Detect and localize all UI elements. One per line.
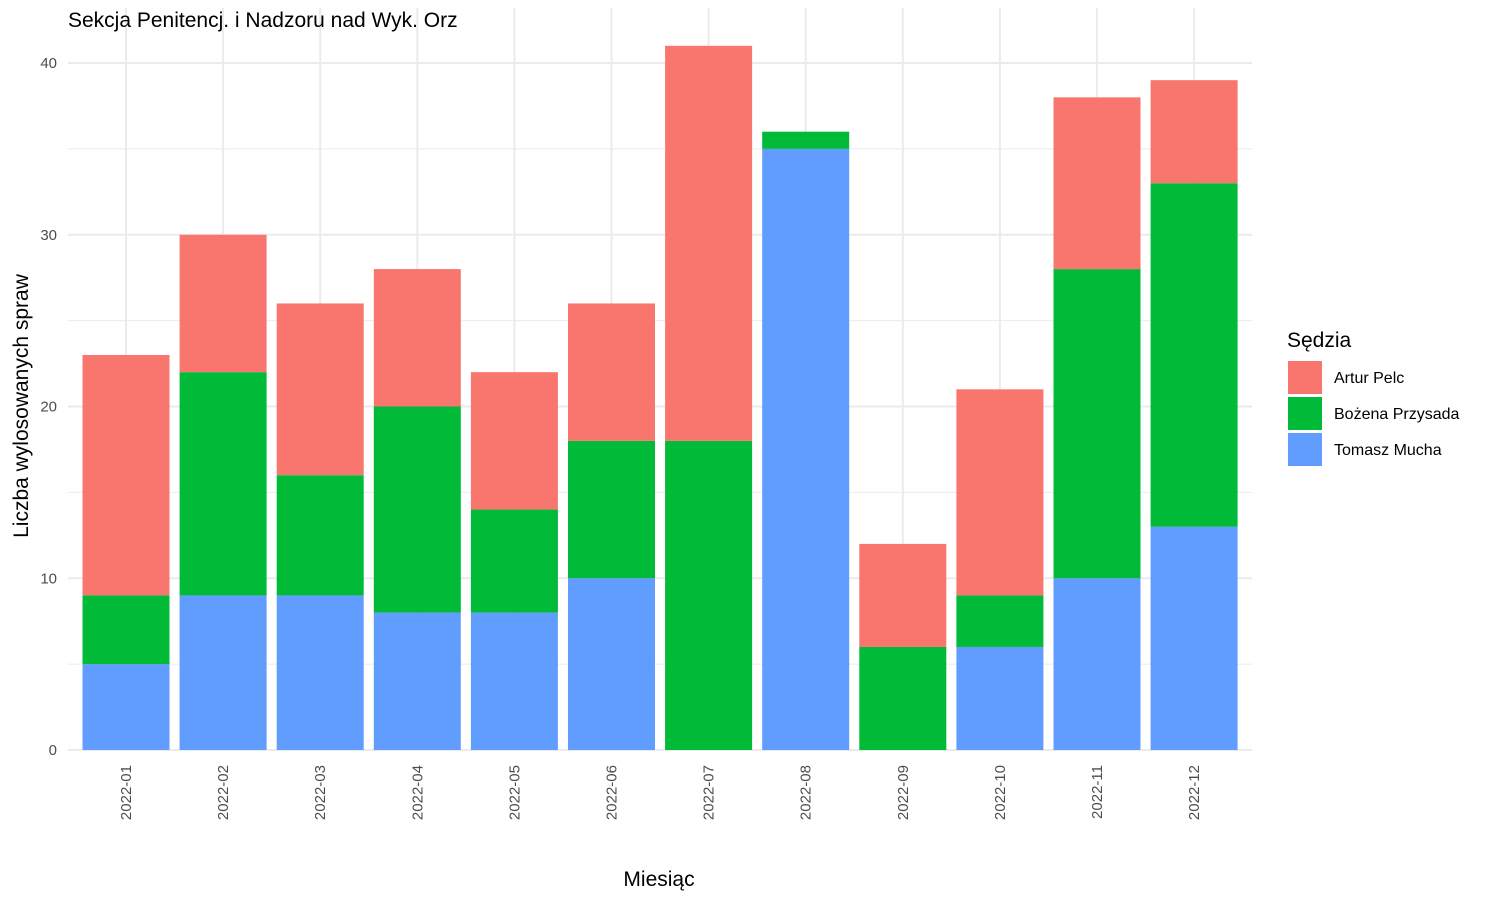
bar-segment — [276, 303, 364, 476]
bar-segment — [568, 303, 655, 441]
y-axis-title: Liczba wylosowanych spraw — [10, 273, 33, 538]
legend: Sędzia Artur Pelc Bożena Przysada Tomasz M… — [1287, 329, 1460, 466]
x-tick-label: 2022-11 — [1089, 765, 1106, 819]
bar-segment — [665, 45, 753, 441]
legend-label: Tomasz Mucha — [1334, 442, 1442, 459]
bar-segment — [1150, 80, 1238, 184]
bar-segment — [1053, 269, 1141, 579]
bar-segment — [665, 440, 753, 750]
x-tick-label: 2022-04 — [409, 765, 426, 820]
bar-segment — [179, 372, 267, 596]
bar-segment — [568, 578, 655, 750]
bars — [82, 45, 1238, 750]
y-tick-label: 20 — [40, 399, 57, 416]
bar-segment — [373, 612, 461, 750]
bar-segment — [1053, 97, 1141, 270]
bar-segment — [470, 509, 558, 613]
x-tick-label: 2022-02 — [215, 765, 232, 820]
y-tick-label: 10 — [40, 570, 57, 587]
bar-segment — [859, 543, 947, 647]
bar-segment — [859, 646, 947, 750]
bar-segment — [373, 406, 461, 613]
bar-segment — [762, 148, 850, 750]
x-tick-label: 2022-01 — [118, 765, 135, 820]
bar-segment — [179, 234, 267, 373]
x-tick-label: 2022-03 — [312, 765, 329, 820]
x-tick-label: 2022-09 — [895, 765, 912, 820]
y-tick-label: 40 — [40, 55, 57, 72]
bar-segment — [956, 646, 1044, 750]
legend-label: Artur Pelc — [1334, 370, 1404, 387]
x-tick-label: 2022-12 — [1186, 765, 1203, 820]
bar-segment — [956, 389, 1044, 596]
bar-segment — [82, 595, 170, 665]
x-tick-label: 2022-08 — [798, 765, 815, 820]
bar-segment — [1053, 578, 1141, 750]
y-axis-ticks: 0 10 20 30 40 — [40, 55, 57, 759]
bar-segment — [179, 595, 267, 750]
bar-segment — [956, 595, 1044, 647]
bar-segment — [276, 595, 364, 750]
y-tick-label: 30 — [40, 227, 57, 244]
bar-segment — [470, 372, 558, 510]
bar-segment — [1150, 183, 1238, 527]
bar-segment — [276, 475, 364, 596]
bar-segment — [568, 440, 655, 579]
x-axis-title: Miesiąc — [623, 868, 694, 891]
bar-segment — [373, 269, 461, 407]
x-tick-label: 2022-07 — [701, 765, 718, 820]
bar-segment — [82, 664, 170, 750]
bar-segment — [470, 612, 558, 750]
x-tick-label: 2022-05 — [506, 765, 523, 820]
legend-swatch — [1288, 397, 1322, 430]
bar-segment — [82, 354, 170, 596]
bar-segment — [1150, 526, 1238, 750]
bar-segment — [762, 131, 850, 149]
y-tick-label: 0 — [49, 742, 57, 759]
legend-swatch — [1288, 361, 1322, 394]
x-tick-label: 2022-06 — [604, 765, 621, 820]
legend-title: Sędzia — [1287, 329, 1352, 352]
x-axis-ticks: 2022-01 2022-02 2022-03 2022-04 2022-05 2022-… — [118, 765, 1203, 820]
chart-title: Sekcja Penitencj. i Nadzoru nad Wyk. Orz — [68, 9, 458, 32]
legend-label: Bożena Przysada — [1334, 406, 1460, 423]
legend-swatch — [1288, 433, 1322, 466]
x-tick-label: 2022-10 — [992, 765, 1009, 820]
